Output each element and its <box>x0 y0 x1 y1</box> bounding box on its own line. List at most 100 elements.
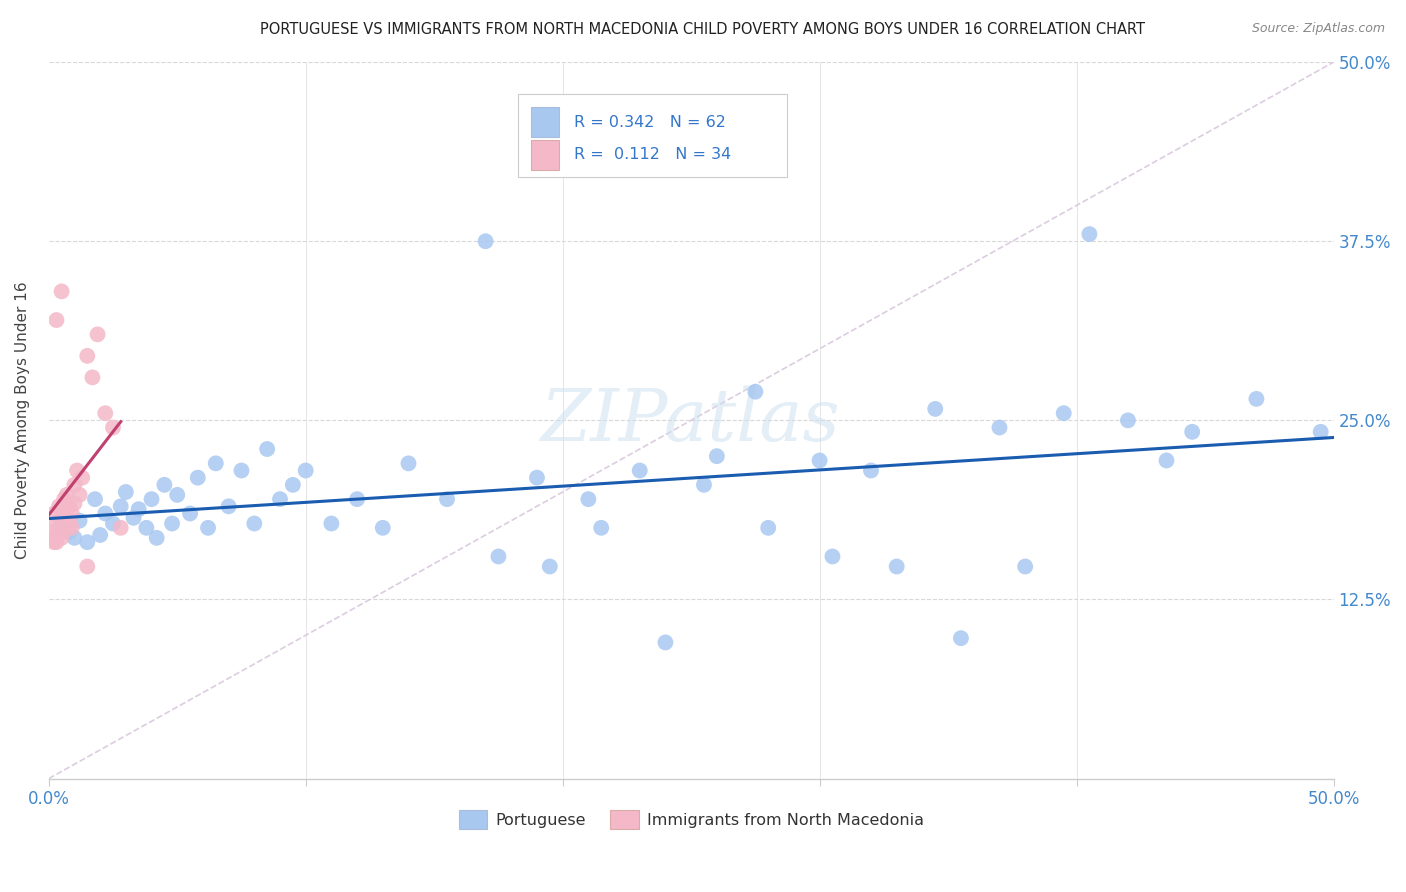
Point <box>82 370 104 384</box>
Point <box>321 516 343 531</box>
Point <box>76 535 98 549</box>
Point <box>654 635 676 649</box>
Point <box>821 549 844 564</box>
Point <box>63 478 86 492</box>
Y-axis label: Child Poverty Among Boys Under 16: Child Poverty Among Boys Under 16 <box>15 282 30 559</box>
Point <box>45 535 67 549</box>
Point <box>294 463 316 477</box>
FancyBboxPatch shape <box>517 95 787 177</box>
Point <box>886 559 908 574</box>
Point <box>231 463 253 477</box>
Point <box>141 492 163 507</box>
Point <box>66 463 89 477</box>
Point <box>1078 227 1101 241</box>
Point <box>859 463 882 477</box>
Point <box>58 525 80 540</box>
Point <box>256 442 278 456</box>
Point <box>114 485 136 500</box>
Point <box>55 521 77 535</box>
Point <box>101 516 124 531</box>
Point <box>187 471 209 485</box>
Point <box>693 478 716 492</box>
Point <box>48 500 70 514</box>
Point <box>89 528 111 542</box>
Point <box>101 420 124 434</box>
Point <box>281 478 304 492</box>
Point <box>53 492 76 507</box>
Point <box>243 516 266 531</box>
Point <box>153 478 176 492</box>
Point <box>135 521 157 535</box>
Point <box>204 456 226 470</box>
Point <box>63 496 86 510</box>
Point <box>218 500 240 514</box>
Point <box>94 507 117 521</box>
Point <box>55 488 77 502</box>
Point <box>988 420 1011 434</box>
Point <box>1156 453 1178 467</box>
Point <box>179 507 201 521</box>
Point <box>1053 406 1076 420</box>
Point <box>949 631 972 645</box>
Point <box>45 516 67 531</box>
Point <box>58 500 80 514</box>
Point <box>371 521 394 535</box>
Point <box>526 471 548 485</box>
Point <box>398 456 420 470</box>
Point <box>1246 392 1268 406</box>
Point <box>1309 425 1331 439</box>
Point <box>706 449 728 463</box>
Point <box>1181 425 1204 439</box>
Point <box>197 521 219 535</box>
Point <box>69 514 91 528</box>
Point <box>269 492 291 507</box>
Point <box>41 525 63 540</box>
Point <box>538 559 561 574</box>
Point <box>1116 413 1139 427</box>
Point <box>69 488 91 502</box>
Point <box>51 521 73 535</box>
Point <box>576 492 599 507</box>
Point <box>628 463 651 477</box>
Point <box>808 453 831 467</box>
Point <box>591 521 613 535</box>
Point <box>76 559 98 574</box>
Bar <box>530 107 558 137</box>
Point <box>128 502 150 516</box>
Point <box>924 401 946 416</box>
Point <box>60 521 83 535</box>
Point <box>42 507 65 521</box>
Point <box>55 502 77 516</box>
Point <box>51 531 73 545</box>
Point <box>70 471 93 485</box>
Point <box>346 492 368 507</box>
Point <box>51 510 73 524</box>
Point <box>145 531 167 545</box>
Point <box>45 528 67 542</box>
Point <box>63 531 86 545</box>
Point <box>58 514 80 528</box>
Point <box>51 525 73 540</box>
Text: PORTUGUESE VS IMMIGRANTS FROM NORTH MACEDONIA CHILD POVERTY AMONG BOYS UNDER 16 : PORTUGUESE VS IMMIGRANTS FROM NORTH MACE… <box>260 22 1146 37</box>
Point <box>48 521 70 535</box>
Point <box>436 492 458 507</box>
Point <box>474 234 496 248</box>
Point <box>42 535 65 549</box>
Point <box>756 521 779 535</box>
Text: R = 0.342   N = 62: R = 0.342 N = 62 <box>574 115 725 130</box>
Point <box>86 327 108 342</box>
Bar <box>530 139 558 169</box>
Point <box>110 500 132 514</box>
Point <box>45 313 67 327</box>
Point <box>76 349 98 363</box>
Point <box>744 384 766 399</box>
Point <box>51 285 73 299</box>
Point <box>110 521 132 535</box>
Point <box>1014 559 1036 574</box>
Point <box>166 488 188 502</box>
Legend: Portuguese, Immigrants from North Macedonia: Portuguese, Immigrants from North Macedo… <box>453 804 929 835</box>
Point <box>122 510 145 524</box>
Point <box>486 549 509 564</box>
Point <box>60 507 83 521</box>
Text: ZIPatlas: ZIPatlas <box>541 385 841 456</box>
